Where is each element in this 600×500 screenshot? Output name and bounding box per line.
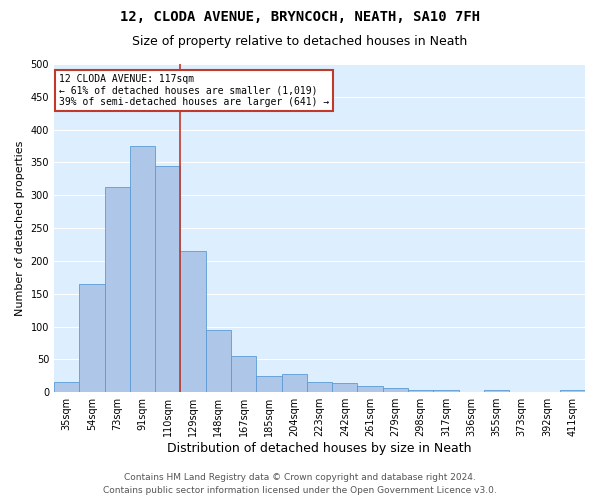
Bar bbox=[281, 374, 307, 392]
Text: Contains HM Land Registry data © Crown copyright and database right 2024.
Contai: Contains HM Land Registry data © Crown c… bbox=[103, 474, 497, 495]
Bar bbox=[79, 284, 104, 392]
X-axis label: Distribution of detached houses by size in Neath: Distribution of detached houses by size … bbox=[167, 442, 472, 455]
Bar bbox=[231, 356, 256, 392]
Bar bbox=[408, 390, 433, 392]
Bar bbox=[484, 390, 509, 392]
Bar bbox=[181, 251, 206, 392]
Bar bbox=[307, 382, 332, 392]
Bar bbox=[358, 386, 383, 392]
Bar bbox=[54, 382, 79, 392]
Bar bbox=[104, 186, 130, 392]
Bar bbox=[383, 388, 408, 392]
Bar bbox=[155, 166, 181, 392]
Text: 12 CLODA AVENUE: 117sqm
← 61% of detached houses are smaller (1,019)
39% of semi: 12 CLODA AVENUE: 117sqm ← 61% of detache… bbox=[59, 74, 329, 107]
Bar bbox=[130, 146, 155, 392]
Bar bbox=[433, 390, 458, 392]
Bar bbox=[256, 376, 281, 392]
Text: Size of property relative to detached houses in Neath: Size of property relative to detached ho… bbox=[133, 35, 467, 48]
Bar bbox=[332, 383, 358, 392]
Bar bbox=[560, 390, 585, 392]
Y-axis label: Number of detached properties: Number of detached properties bbox=[15, 140, 25, 316]
Bar bbox=[206, 330, 231, 392]
Text: 12, CLODA AVENUE, BRYNCOCH, NEATH, SA10 7FH: 12, CLODA AVENUE, BRYNCOCH, NEATH, SA10 … bbox=[120, 10, 480, 24]
